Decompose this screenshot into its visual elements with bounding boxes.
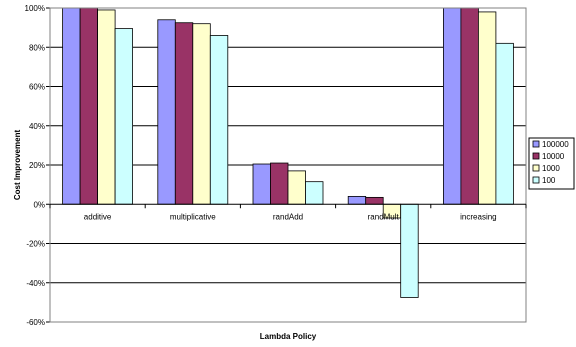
bar-randAdd-10000 [270,162,289,205]
legend-swatch-100000 [532,140,540,148]
legend-swatch-10000 [532,152,540,160]
bar-randMult-10000 [365,196,384,205]
bar-increasing-100000 [442,7,462,205]
y-tick-label: -60% [26,318,45,327]
axes [49,7,527,323]
y-tick-label: 40% [29,122,45,131]
bar-multiplicative-100 [209,35,229,205]
x-axis-label: Lambda Policy [260,332,317,341]
bar-multiplicative-100000 [157,19,176,205]
legend-swatch-100 [532,176,540,184]
legend-label-1000: 1000 [542,164,560,173]
bar-randMult-100 [400,203,419,298]
x-tick-label: randMult [368,212,400,221]
bar-additive-100000 [62,7,81,205]
bar-multiplicative-10000 [174,22,194,205]
legend: 100000 10000 1000 100 [528,137,575,190]
x-tick-label: increasing [460,212,496,221]
y-tick-label: 100% [25,4,45,13]
bar-randAdd-1000 [287,170,306,205]
legend-label-100: 100 [542,176,556,185]
y-tick-label: 20% [29,161,45,170]
y-axis-label: Cost Improvement [13,130,22,201]
legend-label-10000: 10000 [542,152,565,161]
bar-additive-1000 [97,9,116,205]
y-tick-label: -40% [26,279,45,288]
bar-randAdd-100000 [252,163,271,205]
bar-randMult-100000 [347,195,367,205]
x-tick-label: additive [84,212,112,221]
plot-area-border [49,7,527,323]
legend-swatch-1000 [532,164,540,172]
y-tick-label: 80% [29,43,45,52]
y-tick-labels: -60% -40% -20% 0% 20% 40% 60% 80% 100% [25,4,45,327]
bar-additive-100 [114,28,133,205]
bar-additive-10000 [79,7,98,205]
x-tick-label: randAdd [273,212,303,221]
bar-randAdd-100 [305,181,324,205]
bar-increasing-100 [495,42,514,205]
bar-increasing-1000 [477,11,497,205]
y-tick-label: -20% [26,240,45,249]
legend-label-100000: 100000 [542,140,569,149]
bars [62,7,514,298]
bar-multiplicative-1000 [192,23,211,205]
x-tick-labels: additive multiplicative randAdd randMult inc… [84,212,497,221]
bar-increasing-10000 [460,7,479,205]
y-tick-label: 60% [29,83,45,92]
y-tick-label: 0% [33,200,45,209]
x-tick-label: multiplicative [170,212,216,221]
